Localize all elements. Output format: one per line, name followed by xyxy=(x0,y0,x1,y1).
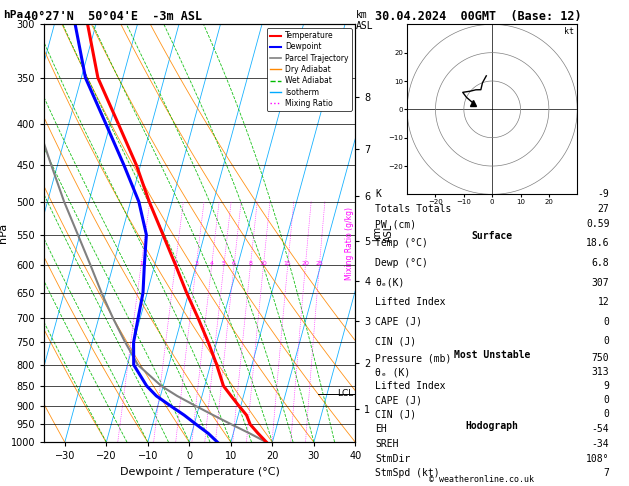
Text: CAPE (J): CAPE (J) xyxy=(375,396,422,405)
Text: 4: 4 xyxy=(209,261,214,266)
X-axis label: Dewpoint / Temperature (°C): Dewpoint / Temperature (°C) xyxy=(120,467,280,477)
Text: hPa: hPa xyxy=(3,10,23,20)
Text: Dewp (°C): Dewp (°C) xyxy=(375,258,428,268)
Legend: Temperature, Dewpoint, Parcel Trajectory, Dry Adiabat, Wet Adiabat, Isotherm, Mi: Temperature, Dewpoint, Parcel Trajectory… xyxy=(267,28,352,111)
Text: 10: 10 xyxy=(260,261,267,266)
Text: 12: 12 xyxy=(598,297,610,307)
Text: 27: 27 xyxy=(598,204,610,214)
Text: 8: 8 xyxy=(248,261,252,266)
Text: -9: -9 xyxy=(598,189,610,199)
Text: 7: 7 xyxy=(603,469,610,478)
Text: -54: -54 xyxy=(592,424,610,434)
Text: -34: -34 xyxy=(592,439,610,449)
Text: 0.59: 0.59 xyxy=(586,219,610,229)
Text: 1: 1 xyxy=(139,261,143,266)
Text: 9: 9 xyxy=(603,382,610,391)
Text: Mixing Ratio (g/kg): Mixing Ratio (g/kg) xyxy=(345,207,353,279)
Text: θₑ (K): θₑ (K) xyxy=(375,367,410,377)
Y-axis label: km
ASL: km ASL xyxy=(372,224,394,243)
Text: © weatheronline.co.uk: © weatheronline.co.uk xyxy=(429,474,533,484)
Text: 0: 0 xyxy=(603,396,610,405)
Text: 750: 750 xyxy=(592,353,610,364)
Text: Pressure (mb): Pressure (mb) xyxy=(375,353,452,364)
Text: 0: 0 xyxy=(603,409,610,419)
Text: 313: 313 xyxy=(592,367,610,377)
Text: 0: 0 xyxy=(603,317,610,327)
Text: 15: 15 xyxy=(284,261,291,266)
Text: km
ASL: km ASL xyxy=(355,10,373,31)
Text: Lifted Index: Lifted Index xyxy=(375,382,445,391)
Text: Surface: Surface xyxy=(472,231,513,241)
Text: CAPE (J): CAPE (J) xyxy=(375,317,422,327)
Text: Most Unstable: Most Unstable xyxy=(454,349,530,360)
Text: 20: 20 xyxy=(301,261,309,266)
Text: 3: 3 xyxy=(194,261,198,266)
Text: StmSpd (kt): StmSpd (kt) xyxy=(375,469,440,478)
Text: Temp (°C): Temp (°C) xyxy=(375,239,428,248)
Text: 2: 2 xyxy=(173,261,177,266)
Text: 5: 5 xyxy=(222,261,226,266)
Text: SREH: SREH xyxy=(375,439,399,449)
Text: K: K xyxy=(375,189,381,199)
Y-axis label: hPa: hPa xyxy=(0,223,8,243)
Text: Hodograph: Hodograph xyxy=(465,421,519,431)
Text: CIN (J): CIN (J) xyxy=(375,409,416,419)
Text: 18.6: 18.6 xyxy=(586,239,610,248)
Text: CIN (J): CIN (J) xyxy=(375,336,416,347)
Text: Totals Totals: Totals Totals xyxy=(375,204,452,214)
Text: LCL: LCL xyxy=(337,389,353,399)
Text: 25: 25 xyxy=(315,261,323,266)
Text: EH: EH xyxy=(375,424,387,434)
Text: 6.8: 6.8 xyxy=(592,258,610,268)
Text: 6: 6 xyxy=(232,261,236,266)
Text: 40°27'N  50°04'E  -3m ASL: 40°27'N 50°04'E -3m ASL xyxy=(24,10,203,23)
Text: 108°: 108° xyxy=(586,454,610,464)
Text: PW (cm): PW (cm) xyxy=(375,219,416,229)
Text: 307: 307 xyxy=(592,278,610,288)
Text: Lifted Index: Lifted Index xyxy=(375,297,445,307)
Text: θₑ(K): θₑ(K) xyxy=(375,278,404,288)
Text: 0: 0 xyxy=(603,336,610,347)
Text: kt: kt xyxy=(564,27,574,36)
Text: 30.04.2024  00GMT  (Base: 12): 30.04.2024 00GMT (Base: 12) xyxy=(375,10,581,23)
Text: StmDir: StmDir xyxy=(375,454,410,464)
